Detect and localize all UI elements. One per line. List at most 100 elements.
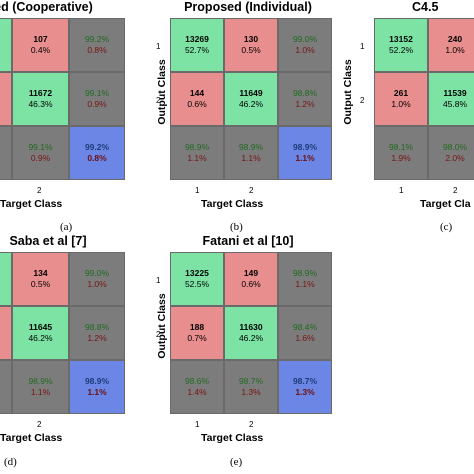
summary-error: 1.0% [87,279,107,289]
summary-error: 1.1% [241,153,261,163]
summary-error: 1.0% [295,45,315,55]
summary-correct: 98.9% [238,141,264,152]
col-summary-cell: 99.1% 0.9% [12,126,69,180]
row-summary-cell: 99.0% 1.0% [278,18,332,72]
y-tick-label: 2 [360,96,365,105]
x-axis-label: Target Class [0,432,63,444]
x-axis-label: Target Cla [420,198,471,210]
summary-correct: 98.8% [84,321,110,332]
summary-error: 0.8% [87,45,107,55]
matrix-cell [0,72,12,126]
col-summary-cell [0,360,12,414]
confusion-matrix: 13269 52.7% 130 0.5% 99.0% 1.0% 144 0.6%… [170,18,332,180]
x-tick-label: 1 [195,420,200,429]
row-summary-cell: 98.8% 1.2% [278,72,332,126]
overall-correct: 98.9% [292,141,318,152]
col-summary-cell: 98.9% 1.1% [224,126,278,180]
cell-percent: 0.6% [187,99,207,109]
summary-error: 1.1% [187,153,207,163]
summary-error: 1.3% [241,387,261,397]
cell-percent: 0.5% [241,45,261,55]
overall-error: 0.8% [87,153,107,163]
cell-percent: 1.0% [391,99,411,109]
confusion-matrix: 13225 52.5% 149 0.6% 98.9% 1.1% 188 0.7%… [170,252,332,414]
summary-correct: 98.9% [292,267,318,278]
subplot-label: (b) [230,221,243,233]
cell-percent: 0.4% [30,45,51,55]
subplot-label: (a) [60,221,73,233]
y-axis-label: Output Class [156,59,168,125]
col-summary-cell: 98.7% 1.3% [224,360,278,414]
matrix-cell: 13152 52.2% [374,18,428,72]
matrix-cell: 188 0.7% [170,306,224,360]
panel-d: Saba et al [7] 134 0.5% 99.0% 1.0% 11645… [0,234,165,474]
x-tick-label: 2 [37,420,42,429]
subplot-label: (c) [440,221,453,233]
row-summary-cell: 98.4% 1.6% [278,306,332,360]
cell-count: 144 [189,87,205,98]
col-summary-cell: 98.1% 1.9% [374,126,428,180]
overall-accuracy-cell: 99.2% 0.8% [69,126,125,180]
cell-percent: 1.0% [445,45,465,55]
y-tick-label: 2 [156,330,161,339]
row-summary-cell: 99.1% 0.9% [69,72,125,126]
subplot-label: (d) [4,456,17,468]
confusion-matrix: 13152 52.2% 240 1.0% 261 1.0% 11539 45.8… [374,18,474,180]
cell-percent: 0.5% [30,279,51,289]
panel-title: C4.5 [412,0,439,14]
summary-correct: 98.1% [388,141,414,152]
overall-accuracy-cell: 98.9% 1.1% [278,126,332,180]
cell-percent: 46.2% [238,333,264,343]
x-tick-label: 2 [249,186,254,195]
panel-title: Proposed (Individual) [184,0,312,14]
matrix-cell: 13225 52.5% [170,252,224,306]
cell-percent: 52.2% [388,45,414,55]
summary-correct: 98.4% [292,321,318,332]
matrix-cell [0,18,12,72]
matrix-cell: 13269 52.7% [170,18,224,72]
col-summary-cell: 98.9% 1.1% [170,126,224,180]
overall-accuracy-cell: 98.7% 1.3% [278,360,332,414]
matrix-cell: 11672 46.3% [12,72,69,126]
cell-count: 134 [33,267,48,278]
overall-error: 1.3% [295,387,315,397]
summary-error: 1.1% [295,279,315,289]
overall-correct: 99.2% [84,141,110,152]
panel-title: Saba et al [7] [9,234,87,248]
cell-count: 149 [243,267,259,278]
x-tick-label: 1 [399,186,404,195]
panel-a: sed (Cooperative) 107 0.4% 99.2% 0.8% 11… [0,0,165,235]
panel-title: Fatani et al [10] [202,234,294,248]
matrix-cell [0,306,12,360]
summary-correct: 98.6% [184,375,210,386]
summary-error: 1.2% [295,99,315,109]
panel-c: C4.5 Output Class 1 2 13152 52.2% 240 1.… [342,0,474,235]
cell-count: 240 [447,33,463,44]
cell-count: 11539 [443,87,467,98]
matrix-cell: 11649 46.2% [224,72,278,126]
summary-error: 0.9% [30,153,51,163]
overall-accuracy-cell: 98.9% 1.1% [69,360,125,414]
cell-percent: 0.6% [241,279,261,289]
y-tick-label: 2 [156,96,161,105]
y-tick-label: 1 [156,42,161,51]
cell-count: 11649 [239,87,263,98]
summary-correct: 99.2% [84,33,110,44]
x-tick-label: 2 [249,420,254,429]
x-tick-label: 2 [37,186,42,195]
row-summary-cell: 98.8% 1.2% [69,306,125,360]
matrix-cell: 149 0.6% [224,252,278,306]
cell-count: 188 [189,321,205,332]
cell-count: 261 [393,87,409,98]
x-axis-label: Target Class [201,198,264,210]
cell-count: 13225 [185,267,209,278]
row-summary-cell: 99.2% 0.8% [69,18,125,72]
cell-count: 107 [33,33,48,44]
summary-correct: 98.8% [292,87,318,98]
matrix-cell: 261 1.0% [374,72,428,126]
cell-percent: 46.2% [238,99,264,109]
summary-error: 0.9% [87,99,107,109]
overall-error: 1.1% [295,153,315,163]
cell-percent: 52.5% [184,279,210,289]
cell-count: 13152 [389,33,413,44]
